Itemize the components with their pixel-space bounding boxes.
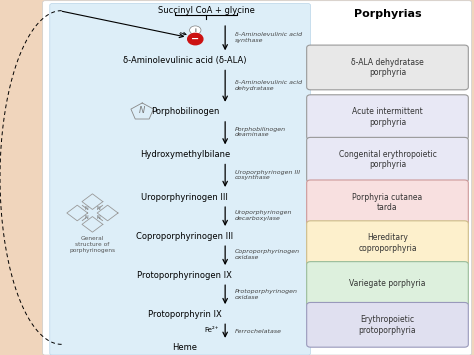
Text: Heme: Heme xyxy=(173,343,197,353)
FancyBboxPatch shape xyxy=(307,180,468,225)
FancyBboxPatch shape xyxy=(307,262,468,306)
Text: Porphobilinogen: Porphobilinogen xyxy=(151,107,219,116)
Text: Hydroxymethylbilane: Hydroxymethylbilane xyxy=(140,150,230,159)
Text: Ferrochelatase: Ferrochelatase xyxy=(235,329,282,334)
Text: N: N xyxy=(84,215,88,220)
Text: δ-ALA dehydratase
porphyria: δ-ALA dehydratase porphyria xyxy=(351,58,424,77)
Text: Hereditary
coproporphyria: Hereditary coproporphyria xyxy=(358,234,417,253)
Circle shape xyxy=(188,33,203,45)
FancyBboxPatch shape xyxy=(307,302,468,347)
Text: Erythropoietic
protoporphyria: Erythropoietic protoporphyria xyxy=(359,315,416,334)
Text: δ-Aminolevulinic acid (δ-ALA): δ-Aminolevulinic acid (δ-ALA) xyxy=(123,56,246,65)
FancyBboxPatch shape xyxy=(307,221,468,266)
Text: Uroporphyrinogen
decarboxylase: Uroporphyrinogen decarboxylase xyxy=(235,211,292,221)
Text: Coproporphyrinogen III: Coproporphyrinogen III xyxy=(137,231,233,241)
Text: Uroporphyrinogen III
cosynthase: Uroporphyrinogen III cosynthase xyxy=(235,170,300,180)
Text: N: N xyxy=(139,105,146,115)
Text: Protoporphyrin IX: Protoporphyrin IX xyxy=(148,310,222,319)
FancyBboxPatch shape xyxy=(50,4,310,355)
Text: Succinyl CoA + glycine: Succinyl CoA + glycine xyxy=(158,6,255,15)
Text: N: N xyxy=(97,206,100,211)
Text: Coproporphyrinogen
oxidase: Coproporphyrinogen oxidase xyxy=(235,250,300,260)
Circle shape xyxy=(190,26,201,34)
Text: General
structure of
porphyrinogens: General structure of porphyrinogens xyxy=(69,236,116,253)
Text: Congenital erythropoietic
porphyria: Congenital erythropoietic porphyria xyxy=(338,150,437,169)
Text: N: N xyxy=(97,215,100,220)
FancyBboxPatch shape xyxy=(307,45,468,90)
FancyBboxPatch shape xyxy=(43,1,472,355)
Text: i: i xyxy=(194,28,196,33)
FancyBboxPatch shape xyxy=(307,137,468,182)
FancyBboxPatch shape xyxy=(307,95,468,140)
Text: δ-Aminolevulinic acid
synthase: δ-Aminolevulinic acid synthase xyxy=(235,32,302,43)
Text: Protoporphyrinogen IX: Protoporphyrinogen IX xyxy=(137,271,232,280)
Text: Porphobilinogen
deaminase: Porphobilinogen deaminase xyxy=(235,127,286,137)
Text: Porphyrias: Porphyrias xyxy=(354,9,421,19)
Text: N: N xyxy=(84,206,88,211)
Text: Uroporphyrinogen III: Uroporphyrinogen III xyxy=(141,192,228,202)
Text: Acute intermittent
porphyria: Acute intermittent porphyria xyxy=(352,108,423,127)
Text: δ-Aminolevulinic acid
dehydratase: δ-Aminolevulinic acid dehydratase xyxy=(235,80,302,91)
Text: Porphyria cutanea
tarda: Porphyria cutanea tarda xyxy=(352,193,423,212)
Text: Protoporphyrinogen
oxidase: Protoporphyrinogen oxidase xyxy=(235,289,298,300)
Text: −: − xyxy=(191,34,200,44)
Text: Variegate porphyria: Variegate porphyria xyxy=(349,279,426,289)
Text: Fe²⁺: Fe²⁺ xyxy=(205,327,219,333)
